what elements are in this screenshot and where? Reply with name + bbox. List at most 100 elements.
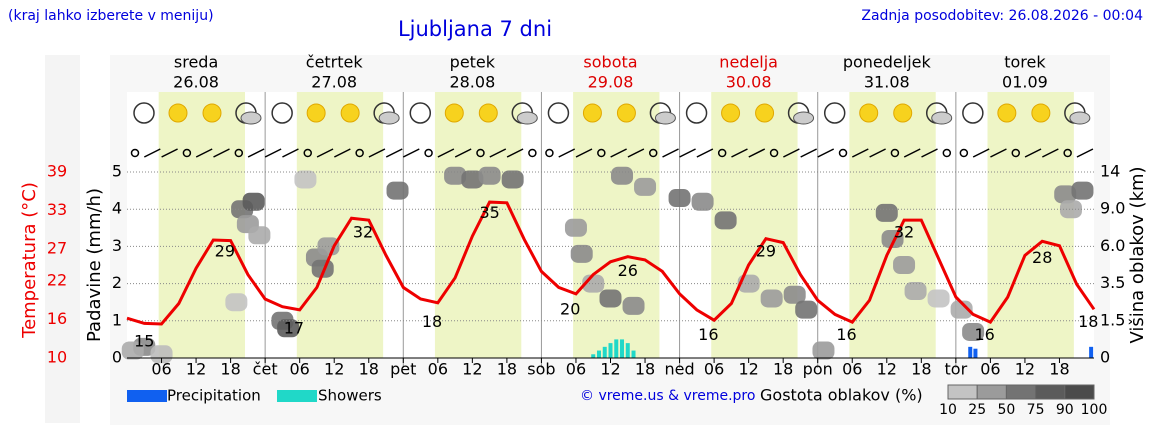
wind-calm	[528, 148, 537, 158]
wind-barb	[558, 148, 576, 158]
precipitation-bar	[968, 346, 973, 358]
cloud-scale-label: 50	[997, 402, 1015, 418]
wind-barb	[402, 148, 420, 158]
cloud-icon	[931, 111, 953, 125]
wind-barb	[575, 148, 593, 158]
sun-icon	[1031, 103, 1051, 123]
precipitation-bar	[1089, 346, 1094, 358]
cloud-scale-box	[947, 384, 978, 400]
x-tick-label: 06	[428, 360, 448, 379]
temp-label: 26	[618, 261, 638, 280]
x-tick-label: 18	[220, 360, 240, 379]
wind-calm	[355, 148, 364, 158]
x-tick-label: tor	[945, 360, 968, 379]
wind-barb	[1042, 148, 1059, 158]
wind-calm	[424, 148, 433, 158]
temp-tick-label: 33	[47, 200, 67, 219]
sun-icon	[859, 103, 879, 123]
wind-barb	[817, 148, 835, 158]
cloud-cell	[248, 226, 271, 245]
cloud-cell	[875, 203, 898, 222]
wind-barb	[264, 148, 282, 158]
cloud-cell	[812, 341, 835, 360]
temp-label: 20	[560, 299, 580, 318]
legend-swatch	[277, 390, 317, 402]
wind-calm	[597, 148, 606, 158]
wind-barb	[1076, 148, 1094, 158]
x-tick-label: 18	[497, 360, 517, 379]
wind-calm	[717, 148, 727, 158]
temp-tick-label: 22	[47, 271, 67, 290]
wind-calm	[942, 148, 952, 158]
showers-bar	[620, 339, 625, 358]
y2-axis-title: Višina oblakov (km)	[1127, 166, 1148, 343]
wind-calm	[303, 148, 312, 158]
x-tick-label: 06	[980, 360, 1000, 379]
wind-barb	[800, 148, 818, 158]
cloud-cell	[950, 300, 973, 319]
cloud-scale-label: 90	[1056, 402, 1074, 418]
daylight	[296, 92, 384, 358]
cloud-icon	[654, 111, 676, 125]
cloud-cell	[121, 341, 144, 360]
day-date: 01.09	[1002, 73, 1048, 92]
cloud-cell	[225, 293, 248, 312]
wind-barb	[662, 148, 679, 158]
cloud-cell	[311, 259, 334, 278]
cloud-cell	[1071, 181, 1094, 200]
cloud-cell	[634, 177, 657, 196]
cloud-cell	[501, 170, 524, 189]
y-tick-label: 2	[112, 273, 122, 292]
cloud-scale-label: 25	[968, 402, 986, 418]
cloud-cell	[478, 166, 501, 185]
cloud-icon	[378, 111, 400, 125]
temp-tick-label: 27	[47, 238, 67, 257]
cloud-cell	[783, 285, 806, 304]
y2-tick-label: 14	[1100, 162, 1120, 181]
x-tick-label: čet	[253, 360, 278, 379]
wind-barb	[972, 148, 990, 158]
moon-icon	[685, 102, 708, 124]
wind-barb	[213, 148, 230, 158]
sun-icon	[340, 103, 360, 123]
wind-barb	[921, 148, 938, 158]
wind-barb	[783, 148, 800, 158]
showers-bar	[614, 339, 619, 358]
daylight	[158, 92, 245, 358]
legend-swatch	[127, 390, 167, 402]
wind-barb	[161, 148, 178, 158]
day-name: torek	[1004, 53, 1046, 72]
wind-barb	[437, 148, 455, 158]
wind-barb	[990, 148, 1007, 158]
day-name: petek	[450, 53, 496, 72]
precipitation-bar	[973, 348, 978, 358]
cloud-icon	[793, 111, 815, 125]
cloud-cell	[893, 256, 916, 274]
x-tick-label: pet	[390, 360, 416, 379]
showers-bar	[602, 346, 607, 358]
temp-tick-label: 39	[47, 162, 67, 181]
day-date: 30.08	[726, 73, 772, 92]
wind-calm	[648, 148, 658, 158]
x-tick-label: 06	[704, 360, 724, 379]
temp-tick-label: 10	[47, 348, 67, 367]
cloud-cell	[461, 170, 484, 189]
wind-calm	[545, 148, 554, 158]
day-date: 28.08	[449, 73, 495, 92]
x-tick-label: ned	[665, 360, 695, 379]
cloud-scale-label: 100	[1081, 402, 1108, 418]
x-tick-label: 12	[877, 360, 897, 379]
wind-calm	[234, 148, 244, 158]
temp-label: 29	[756, 242, 776, 261]
x-tick-label: 12	[1015, 360, 1035, 379]
cloud-cell	[611, 166, 634, 185]
cloud-cell	[927, 289, 950, 308]
cloud-scale-label: 75	[1027, 402, 1045, 418]
cloud-cell	[564, 218, 587, 237]
cloud-scale-box	[1005, 384, 1037, 400]
cloud-icon	[1069, 111, 1091, 125]
cloud-cell	[294, 170, 317, 189]
x-tick-label: 18	[635, 360, 655, 379]
legend-label: Showers	[318, 387, 382, 405]
copyright: © vreme.us & vreme.pro	[580, 388, 755, 404]
